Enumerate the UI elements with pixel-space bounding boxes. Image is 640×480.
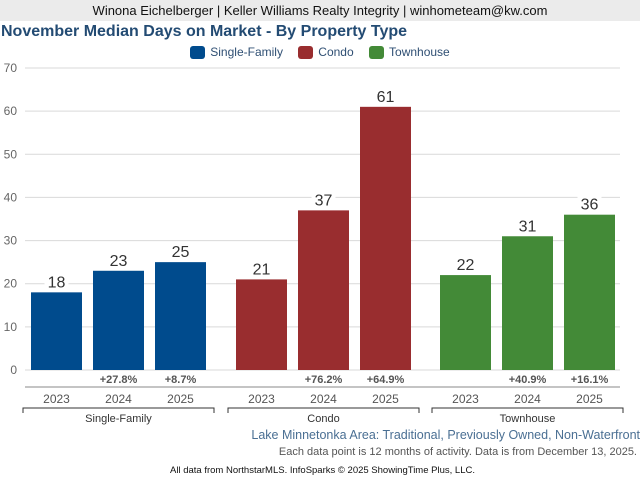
data-note: Each data point is 12 months of activity… — [278, 446, 637, 458]
x-tick-label: 2025 — [576, 392, 603, 406]
group-bracket — [431, 407, 624, 413]
bar — [93, 270, 144, 370]
data-label-bg — [453, 256, 478, 273]
x-tick-label: 2023 — [248, 392, 275, 406]
data-label-bg — [373, 87, 398, 104]
bar — [502, 236, 553, 370]
x-tick-label: 2024 — [105, 392, 132, 406]
legend-label: Condo — [318, 45, 354, 59]
group-bracket — [22, 407, 215, 413]
x-tick-label: 2024 — [310, 392, 337, 406]
change-label: +64.9% — [367, 374, 405, 386]
y-tick-label: 70 — [4, 61, 18, 75]
y-tick-label: 0 — [10, 363, 17, 377]
bar — [31, 292, 82, 370]
agent-header: Winona Eichelberger | Keller Williams Re… — [0, 0, 640, 21]
data-label: 25 — [172, 244, 190, 261]
change-label: +16.1% — [571, 374, 609, 386]
data-label: 23 — [110, 253, 128, 270]
x-tick-label: 2025 — [372, 392, 399, 406]
legend-item-townhouse[interactable]: Townhouse — [369, 45, 450, 59]
legend-label: Townhouse — [389, 45, 450, 59]
y-tick-label: 60 — [4, 104, 18, 118]
legend-swatch-condo — [298, 45, 314, 59]
legend-item-condo[interactable]: Condo — [298, 45, 354, 59]
y-tick-label: 10 — [4, 320, 18, 334]
legend-label: Single-Family — [210, 45, 283, 59]
x-tick-label: 2023 — [43, 392, 70, 406]
change-label: +76.2% — [305, 374, 343, 386]
data-label: 31 — [519, 218, 537, 235]
data-label-bg — [577, 195, 602, 212]
bar — [236, 279, 287, 370]
data-label: 18 — [48, 274, 66, 291]
legend-swatch-townhouse — [369, 45, 385, 59]
y-tick-label: 30 — [4, 234, 18, 248]
legend-item-single-family[interactable]: Single-Family — [190, 45, 283, 59]
data-label: 61 — [377, 89, 395, 106]
data-label-bg — [44, 273, 69, 290]
chart-title: November Median Days on Market - By Prop… — [1, 23, 408, 40]
group-bracket — [227, 407, 420, 413]
bar — [564, 214, 615, 370]
data-label-bg — [311, 191, 336, 208]
data-label-bg — [249, 260, 274, 277]
data-label: 37 — [315, 192, 333, 209]
data-label: 21 — [253, 261, 271, 278]
bar — [440, 275, 491, 370]
x-tick-label: 2025 — [167, 392, 194, 406]
y-tick-label: 20 — [4, 277, 18, 291]
data-credit: All data from NorthstarMLS. InfoSparks ©… — [170, 465, 475, 476]
change-label: +40.9% — [509, 374, 547, 386]
bar — [155, 262, 206, 370]
data-label-bg — [515, 217, 540, 234]
change-label: +27.8% — [100, 374, 138, 386]
group-label: Townhouse — [500, 413, 556, 425]
bar — [298, 210, 349, 370]
data-label-bg — [168, 243, 193, 260]
chart-legend: Single-Family Condo Townhouse — [0, 45, 640, 62]
x-tick-label: 2023 — [452, 392, 479, 406]
data-label: 36 — [581, 197, 599, 214]
x-tick-label: 2024 — [514, 392, 541, 406]
data-label: 22 — [457, 257, 475, 274]
group-label: Condo — [307, 413, 339, 425]
data-label-bg — [106, 251, 131, 268]
area-filter-label: Lake Minnetonka Area: Traditional, Previ… — [251, 428, 640, 442]
legend-swatch-single-family — [190, 45, 206, 59]
y-tick-label: 50 — [4, 147, 18, 161]
group-label: Single-Family — [85, 413, 152, 425]
change-label: +8.7% — [165, 374, 197, 386]
y-tick-label: 40 — [4, 190, 18, 204]
bar — [360, 106, 411, 370]
